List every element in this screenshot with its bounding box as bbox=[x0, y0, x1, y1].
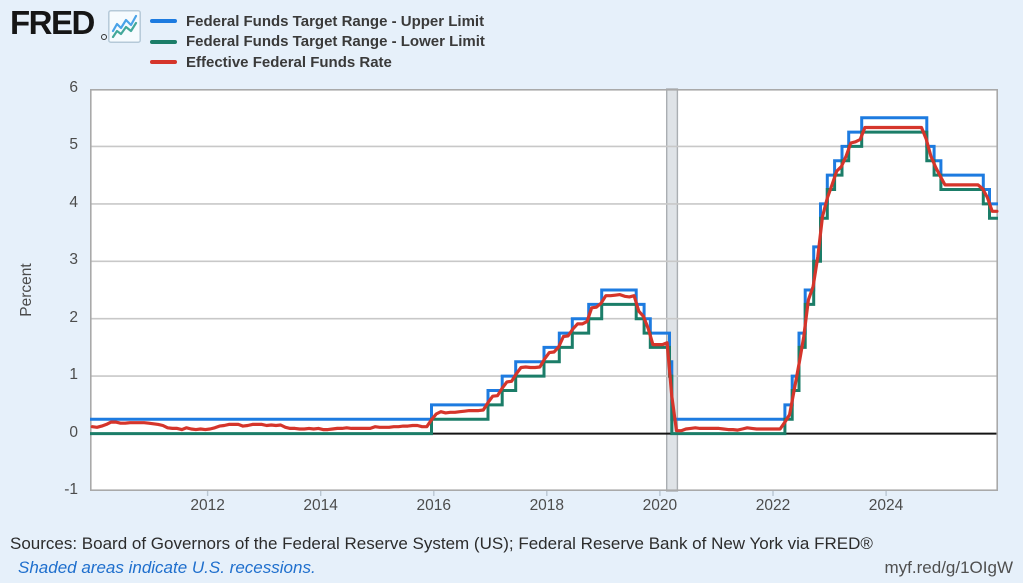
y-axis-tick-label: 5 bbox=[69, 136, 78, 154]
legend: Federal Funds Target Range - Upper Limit… bbox=[150, 11, 485, 73]
x-axis-tick-label: 2016 bbox=[416, 497, 451, 514]
legend-swatch bbox=[150, 19, 177, 24]
series-line bbox=[90, 116, 998, 421]
y-axis-tick-label: 3 bbox=[69, 251, 78, 269]
fred-logo[interactable]: FRED bbox=[10, 4, 95, 41]
y-axis-tick-label: 1 bbox=[69, 366, 78, 384]
legend-swatch bbox=[150, 39, 177, 44]
legend-item: Federal Funds Target Range - Upper Limit bbox=[150, 11, 485, 32]
legend-swatch bbox=[150, 60, 177, 65]
legend-item: Federal Funds Target Range - Lower Limit bbox=[150, 32, 485, 53]
recessions-note-link[interactable]: Shaded areas indicate U.S. recessions. bbox=[18, 558, 316, 577]
series-line bbox=[90, 130, 998, 436]
x-axis-tick-label: 2022 bbox=[755, 497, 791, 514]
legend-label: Federal Funds Target Range - Lower Limit bbox=[186, 33, 485, 51]
x-axis-tick-label: 2018 bbox=[529, 497, 565, 514]
x-axis-tick-label: 2020 bbox=[642, 497, 678, 514]
y-axis-tick-label: 0 bbox=[69, 423, 78, 441]
legend-item: Effective Federal Funds Rate bbox=[150, 52, 485, 73]
short-url-link[interactable]: myf.red/g/1OIgW bbox=[884, 558, 1013, 577]
x-axis-tick-label: 2024 bbox=[868, 497, 904, 514]
sources-text: Sources: Board of Governors of the Feder… bbox=[10, 534, 873, 553]
x-axis-tick-label: 2014 bbox=[303, 497, 338, 514]
y-axis-tick-label: 4 bbox=[69, 193, 78, 211]
series-line bbox=[90, 125, 999, 433]
legend-label: Effective Federal Funds Rate bbox=[186, 53, 392, 71]
y-axis-tick-label: 6 bbox=[69, 79, 78, 96]
y-axis-tick-label: 2 bbox=[69, 308, 78, 326]
logo-registered-mark bbox=[101, 34, 107, 40]
legend-label: Federal Funds Target Range - Upper Limit bbox=[186, 12, 485, 30]
x-axis-tick-label: 2012 bbox=[190, 497, 225, 514]
chart-plot-area bbox=[90, 88, 999, 496]
y-axis-tick-label: -1 bbox=[64, 481, 78, 498]
fred-sparkline-icon bbox=[108, 10, 141, 43]
